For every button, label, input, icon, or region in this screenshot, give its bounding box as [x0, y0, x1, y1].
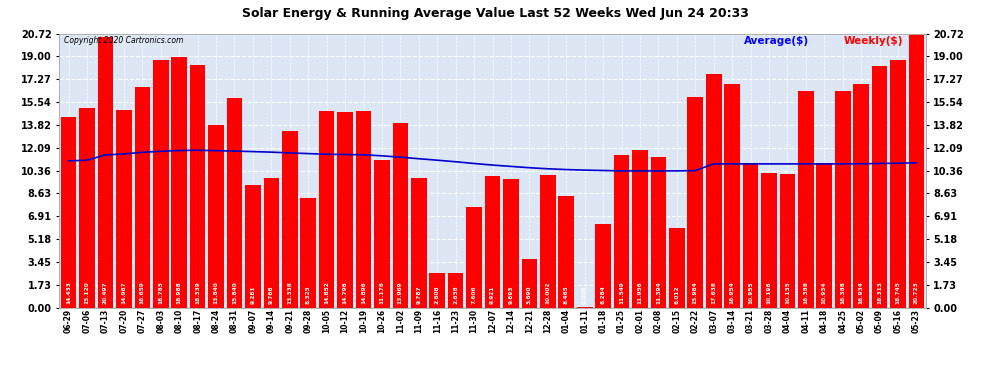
- Text: 6.284: 6.284: [601, 285, 606, 303]
- Bar: [338, 112, 352, 308]
- Text: 13.969: 13.969: [398, 281, 403, 303]
- Text: 11.176: 11.176: [379, 280, 384, 303]
- Text: 2.638: 2.638: [453, 285, 458, 303]
- Bar: [430, 273, 446, 308]
- Text: 9.921: 9.921: [490, 285, 495, 303]
- Text: 20.723: 20.723: [914, 281, 919, 303]
- Text: 18.745: 18.745: [896, 280, 901, 303]
- Bar: [595, 225, 611, 308]
- Bar: [300, 198, 316, 308]
- Bar: [319, 111, 335, 308]
- Bar: [116, 110, 132, 308]
- Text: 17.638: 17.638: [711, 280, 716, 303]
- Text: Copyright 2020 Cartronics.com: Copyright 2020 Cartronics.com: [63, 36, 183, 45]
- Bar: [779, 174, 795, 308]
- Text: 7.606: 7.606: [471, 285, 476, 303]
- Bar: [706, 75, 722, 308]
- Bar: [890, 60, 906, 308]
- Bar: [485, 176, 500, 308]
- Bar: [355, 111, 371, 308]
- Bar: [152, 60, 168, 308]
- Bar: [669, 228, 685, 308]
- Text: 14.852: 14.852: [324, 280, 329, 303]
- Bar: [171, 57, 187, 308]
- Text: 15.964: 15.964: [693, 281, 698, 303]
- Bar: [725, 84, 740, 308]
- Text: Solar Energy & Running Average Value Last 52 Weeks Wed Jun 24 20:33: Solar Energy & Running Average Value Las…: [242, 8, 748, 21]
- Bar: [263, 178, 279, 308]
- Bar: [558, 196, 574, 308]
- Bar: [614, 155, 630, 308]
- Text: 18.313: 18.313: [877, 280, 882, 303]
- Text: Weekly($): Weekly($): [843, 36, 903, 46]
- Bar: [650, 157, 666, 308]
- Text: 11.549: 11.549: [619, 281, 624, 303]
- Text: 14.967: 14.967: [122, 281, 127, 303]
- Bar: [393, 123, 408, 308]
- Bar: [540, 176, 555, 308]
- Text: 13.840: 13.840: [214, 281, 219, 303]
- Bar: [208, 124, 224, 308]
- Bar: [761, 173, 777, 308]
- Bar: [633, 150, 647, 308]
- Text: 18.339: 18.339: [195, 281, 200, 303]
- Text: 11.394: 11.394: [656, 281, 661, 303]
- Bar: [135, 87, 150, 308]
- Bar: [798, 91, 814, 308]
- Bar: [817, 163, 833, 308]
- Text: 15.120: 15.120: [84, 281, 89, 303]
- Text: Average($): Average($): [743, 36, 809, 46]
- Bar: [853, 84, 869, 308]
- Bar: [466, 207, 482, 308]
- Text: 8.325: 8.325: [306, 285, 311, 303]
- Text: 20.497: 20.497: [103, 281, 108, 303]
- Text: 2.608: 2.608: [435, 285, 440, 303]
- Text: 10.955: 10.955: [748, 281, 753, 303]
- Text: 10.002: 10.002: [545, 281, 550, 303]
- Text: 16.934: 16.934: [858, 281, 863, 303]
- Text: 18.763: 18.763: [158, 280, 163, 303]
- Text: 9.281: 9.281: [250, 285, 255, 303]
- Bar: [835, 91, 850, 308]
- Bar: [447, 273, 463, 308]
- Bar: [246, 185, 260, 308]
- Text: 11.956: 11.956: [638, 281, 643, 303]
- Bar: [742, 163, 758, 308]
- Text: 3.690: 3.690: [527, 285, 532, 303]
- Bar: [60, 117, 76, 308]
- Text: 16.954: 16.954: [730, 281, 735, 303]
- Bar: [503, 179, 519, 308]
- Bar: [227, 98, 243, 308]
- Bar: [282, 131, 298, 308]
- Text: 14.433: 14.433: [66, 280, 71, 303]
- Text: 10.135: 10.135: [785, 281, 790, 303]
- Text: 13.338: 13.338: [287, 280, 292, 303]
- Bar: [98, 37, 113, 308]
- Bar: [411, 178, 427, 308]
- Bar: [190, 65, 206, 308]
- Text: 6.012: 6.012: [674, 285, 679, 303]
- Text: 14.896: 14.896: [361, 281, 366, 303]
- Bar: [687, 97, 703, 308]
- Text: 10.934: 10.934: [822, 281, 827, 303]
- Text: 9.693: 9.693: [509, 285, 514, 303]
- Text: 14.796: 14.796: [343, 281, 347, 303]
- Bar: [374, 160, 390, 308]
- Text: 18.988: 18.988: [176, 281, 182, 303]
- Bar: [909, 34, 925, 308]
- Text: 15.840: 15.840: [232, 281, 237, 303]
- Text: 9.787: 9.787: [417, 285, 422, 303]
- Text: 8.465: 8.465: [563, 285, 568, 303]
- Text: 0.008: 0.008: [582, 285, 587, 303]
- Text: 10.196: 10.196: [766, 281, 771, 303]
- Bar: [872, 66, 887, 308]
- Text: 16.659: 16.659: [140, 281, 145, 303]
- Text: 16.388: 16.388: [841, 280, 845, 303]
- Text: 9.768: 9.768: [269, 285, 274, 303]
- Text: 16.388: 16.388: [803, 280, 809, 303]
- Bar: [522, 259, 538, 308]
- Bar: [79, 108, 95, 307]
